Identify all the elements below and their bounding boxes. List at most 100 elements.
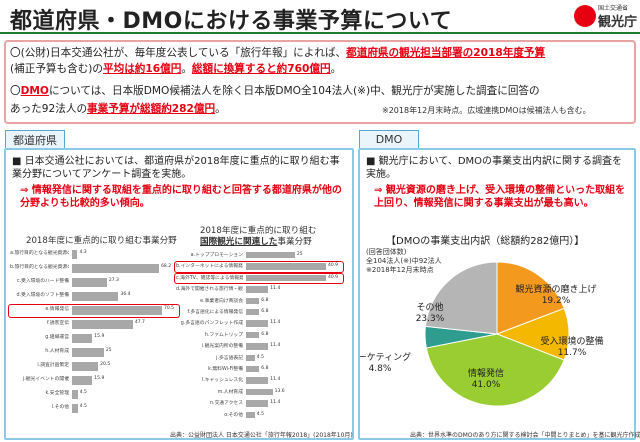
chart2-value-3: 11.4 [270, 286, 281, 292]
prefecture-source: 出典：公益財団法人 日本交通公社「旅行年報2018」(2018年10月) [170, 432, 353, 439]
dmo-source: 出典：世界水準のDMOのあり方に関する検討会「中間とりまとめ」を基に観光庁作成 [410, 432, 640, 439]
pie-value-1: 11.7% [558, 348, 587, 358]
chart1-bar-1 [72, 264, 160, 273]
chart1-area: a.旅行目的となる観光資源のハード整備 4.3 b.旅行目的となる観光資源のソフト整… [8, 248, 180, 418]
chart2-label-2: c.海外TV、雑誌等による情報発信 [176, 275, 243, 281]
prefecture-bullet: ■ 日本交通公社においては、都道府県が2018年度に重点的に取り組む事業分野につ… [12, 156, 340, 180]
pie-value-3: 4.8% [369, 364, 392, 374]
dmo-bullet: ■ 観光庁において、DMOの事業支出内訳に関する調査を実施。 [366, 156, 623, 180]
chart1-label-9: j.観光イベントの開催 [22, 377, 69, 382]
summary-line-2: (補正予算も含む)の平均は約16億円。総額に換算すると約760億円。 [10, 63, 342, 75]
pie-slice-2 [425, 333, 565, 407]
chart2-label-3: d.海外で開催される旅行博・観光展への出展 [176, 287, 243, 293]
chart2-bar-1 [246, 263, 326, 270]
chart1-bar-7 [72, 348, 104, 357]
chart2-bar-9 [246, 354, 255, 361]
chart2-label-10: k.無料Wi-Fi整備 [208, 367, 243, 372]
chart2-bar-4 [246, 297, 260, 304]
chart1-bar-10 [72, 390, 78, 399]
header-bar [0, 0, 640, 34]
chart2-label-7: h.ファムトリップ [204, 332, 243, 338]
chart2-area: a.トッププロモーション 25 b.インターネットによる情報発信 40.9 c.海外TV… [174, 250, 352, 422]
chart1-value-4: 70.5 [164, 306, 175, 311]
chart1-label-4: e.情報発信 [45, 307, 69, 312]
chart1-label-8: i.調査計画策定 [37, 363, 69, 368]
chart2-label-4: e.事業者向け商談会 [200, 298, 243, 304]
pie-label-4: その他 [416, 301, 443, 313]
summary-line-3: 〇DMOについては、日本版DMO候補法人を除く日本版DMO全104法人(※)中、… [10, 85, 540, 97]
chart2-bar-6 [246, 320, 269, 327]
summary-line-1: 〇(公財)日本交通公社が、毎年度公表している「旅行年報」によれば、都道府県の観光… [10, 47, 546, 59]
chart2-value-5: 6.8 [261, 309, 269, 314]
section-label-dmo: DMO [359, 130, 419, 148]
chart1-value-6: 15.9 [94, 334, 105, 339]
chart1-label-5: f.誘客宣伝 [46, 321, 69, 326]
prefecture-panel: ■ 日本交通公社においては、都道府県が2018年度に重点的に取り組む事業分野につ… [4, 148, 354, 440]
chart2-bar-11 [246, 377, 269, 384]
logo-agency-text: 観光庁 [598, 15, 638, 30]
pie-slice-0 [496, 261, 565, 335]
chart1-value-9: 15.9 [94, 376, 105, 381]
chart1-value-3: 36.4 [120, 292, 131, 297]
chart2-bar-10 [246, 366, 260, 373]
chart1-value-1: 68.2 [161, 264, 172, 269]
chart2-title-line1: 2018年度に重点的に取り組む [200, 226, 317, 236]
chart2-bar-12 [246, 388, 273, 396]
pie-value-4: 23.3% [416, 314, 445, 324]
chart2-label-14: o.その他 [224, 412, 243, 418]
chart2-bar-13 [246, 400, 269, 407]
mlit-logo-icon [574, 5, 596, 27]
chart2-value-12: 13.6 [274, 388, 285, 394]
chart1-label-2: c.受入環境のハード整備 [16, 279, 69, 284]
chart2-value-2: 40.9 [328, 274, 339, 280]
pie-value-2: 41.0% [472, 380, 501, 390]
pie-label-2: 情報発信 [468, 367, 504, 379]
chart1-bar-9 [72, 376, 93, 385]
chart1-label-0: a.旅行目的となる観光資源のハード整備 [10, 251, 69, 256]
page-title: 都道府県・DMOにおける事業予算について [10, 9, 453, 34]
chart2-bar-3 [246, 286, 269, 293]
chart1-label-11: l.その他 [51, 405, 69, 410]
chart2-value-10: 6.8 [261, 366, 269, 371]
chart1-bar-4 [72, 306, 162, 315]
summary-note: ※2018年12月末時点。広域連携DMOは候補法人も含む。 [382, 106, 591, 115]
chart1-label-6: g.組織運営 [45, 335, 69, 340]
chart1-value-2: 27.3 [108, 278, 119, 283]
logo-ministry-text: 国土交通省 [598, 5, 629, 12]
chart1-value-5: 47.7 [134, 320, 145, 325]
chart2-title-line2: 国際観光に関連した事業分野 [200, 237, 312, 247]
chart2-bar-5 [246, 309, 260, 316]
chart2-value-4: 6.8 [261, 297, 269, 303]
dmo-finding: ⇒ 観光資源の磨き上げ、受入環境の整備といった取組を上回り、情報発信に関する事業… [374, 185, 626, 209]
chart2-value-1: 40.9 [328, 263, 339, 269]
chart2-bar-7 [246, 331, 260, 339]
chart2-label-1: b.インターネットによる情報発信 [176, 264, 243, 270]
chart2-value-11: 11.4 [270, 377, 281, 383]
chart2-value-0: 25 [296, 252, 303, 257]
pie-label-1: 受入環境の整備 [540, 335, 603, 347]
prefecture-finding: ⇒ 情報発信に関する取組を重点的に取り組むと回答する都道府県が他の分野よりも比較… [20, 185, 342, 209]
summary-line-4: あった92法人の事業予算が総額約282億円。 [10, 103, 226, 115]
chart2-bar-0 [246, 252, 295, 259]
chart1-bar-0 [72, 250, 78, 259]
chart1-bar-8 [72, 362, 99, 371]
pie-label-3: マーケティング [360, 351, 411, 363]
chart2-highlight-2 [174, 272, 344, 285]
chart1-bar-6 [72, 334, 93, 343]
chart2-label-0: a.トッププロモーション [190, 253, 243, 258]
chart2-value-9: 4.5 [256, 354, 264, 360]
chart1-value-11: 4.5 [79, 404, 87, 409]
chart1-bar-11 [72, 404, 78, 413]
chart1-value-0: 4.3 [79, 250, 87, 255]
chart2-bar-8 [246, 343, 269, 350]
chart1-value-10: 4.5 [79, 390, 87, 395]
chart2-value-7: 6.8 [261, 331, 269, 337]
chart2-label-12: m.人材育成 [217, 389, 243, 395]
pie-note: (回答団体数) 全104法人(※)中92法人 ※2018年12月末時点 [366, 248, 442, 274]
chart2-value-14: 4.5 [256, 411, 264, 417]
chart2-label-9: j.多言語表記 [216, 355, 243, 361]
chart2-label-8: i.観光案内所の整備 [201, 344, 243, 350]
chart2-label-11: l.キャッシュレス化 [201, 378, 243, 384]
section-label-prefectures: 都道府県 [5, 130, 65, 148]
pie-value-0: 19.2% [542, 296, 571, 306]
